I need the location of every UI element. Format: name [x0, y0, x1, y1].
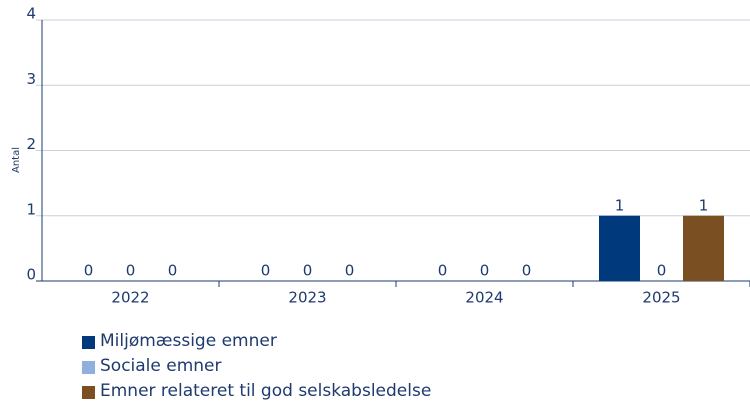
y-axis-label: Antal — [11, 147, 22, 173]
value-label: 0 — [657, 262, 667, 280]
y-tick-label: 4 — [26, 5, 36, 23]
bar — [599, 215, 640, 281]
legend-label: Emner relateret til god selskabsledelse — [100, 381, 431, 401]
legend-label: Miljømæssige emner — [100, 331, 277, 351]
legend-label: Sociale emner — [100, 356, 222, 376]
y-tick-label: 0 — [26, 266, 36, 284]
x-tick-label: 2022 — [111, 289, 149, 307]
value-label: 0 — [84, 262, 94, 280]
bar — [683, 215, 724, 281]
x-tick-label: 2023 — [288, 289, 326, 307]
y-tick-label: 1 — [26, 200, 36, 218]
value-label: 0 — [345, 262, 355, 280]
x-tick-label: 2024 — [465, 289, 503, 307]
value-label: 0 — [261, 262, 271, 280]
value-label: 1 — [615, 196, 625, 214]
value-label: 0 — [522, 262, 532, 280]
value-label: 0 — [303, 262, 313, 280]
y-tick-label: 3 — [26, 70, 36, 88]
value-label: 0 — [438, 262, 448, 280]
value-label: 1 — [699, 196, 709, 214]
y-tick-label: 2 — [26, 135, 36, 153]
value-label: 0 — [126, 262, 136, 280]
legend-swatch — [82, 361, 95, 374]
value-label: 0 — [168, 262, 178, 280]
legend-swatch — [82, 336, 95, 349]
legend-swatch — [82, 386, 95, 399]
value-label: 0 — [480, 262, 490, 280]
x-tick-label: 2025 — [642, 289, 680, 307]
